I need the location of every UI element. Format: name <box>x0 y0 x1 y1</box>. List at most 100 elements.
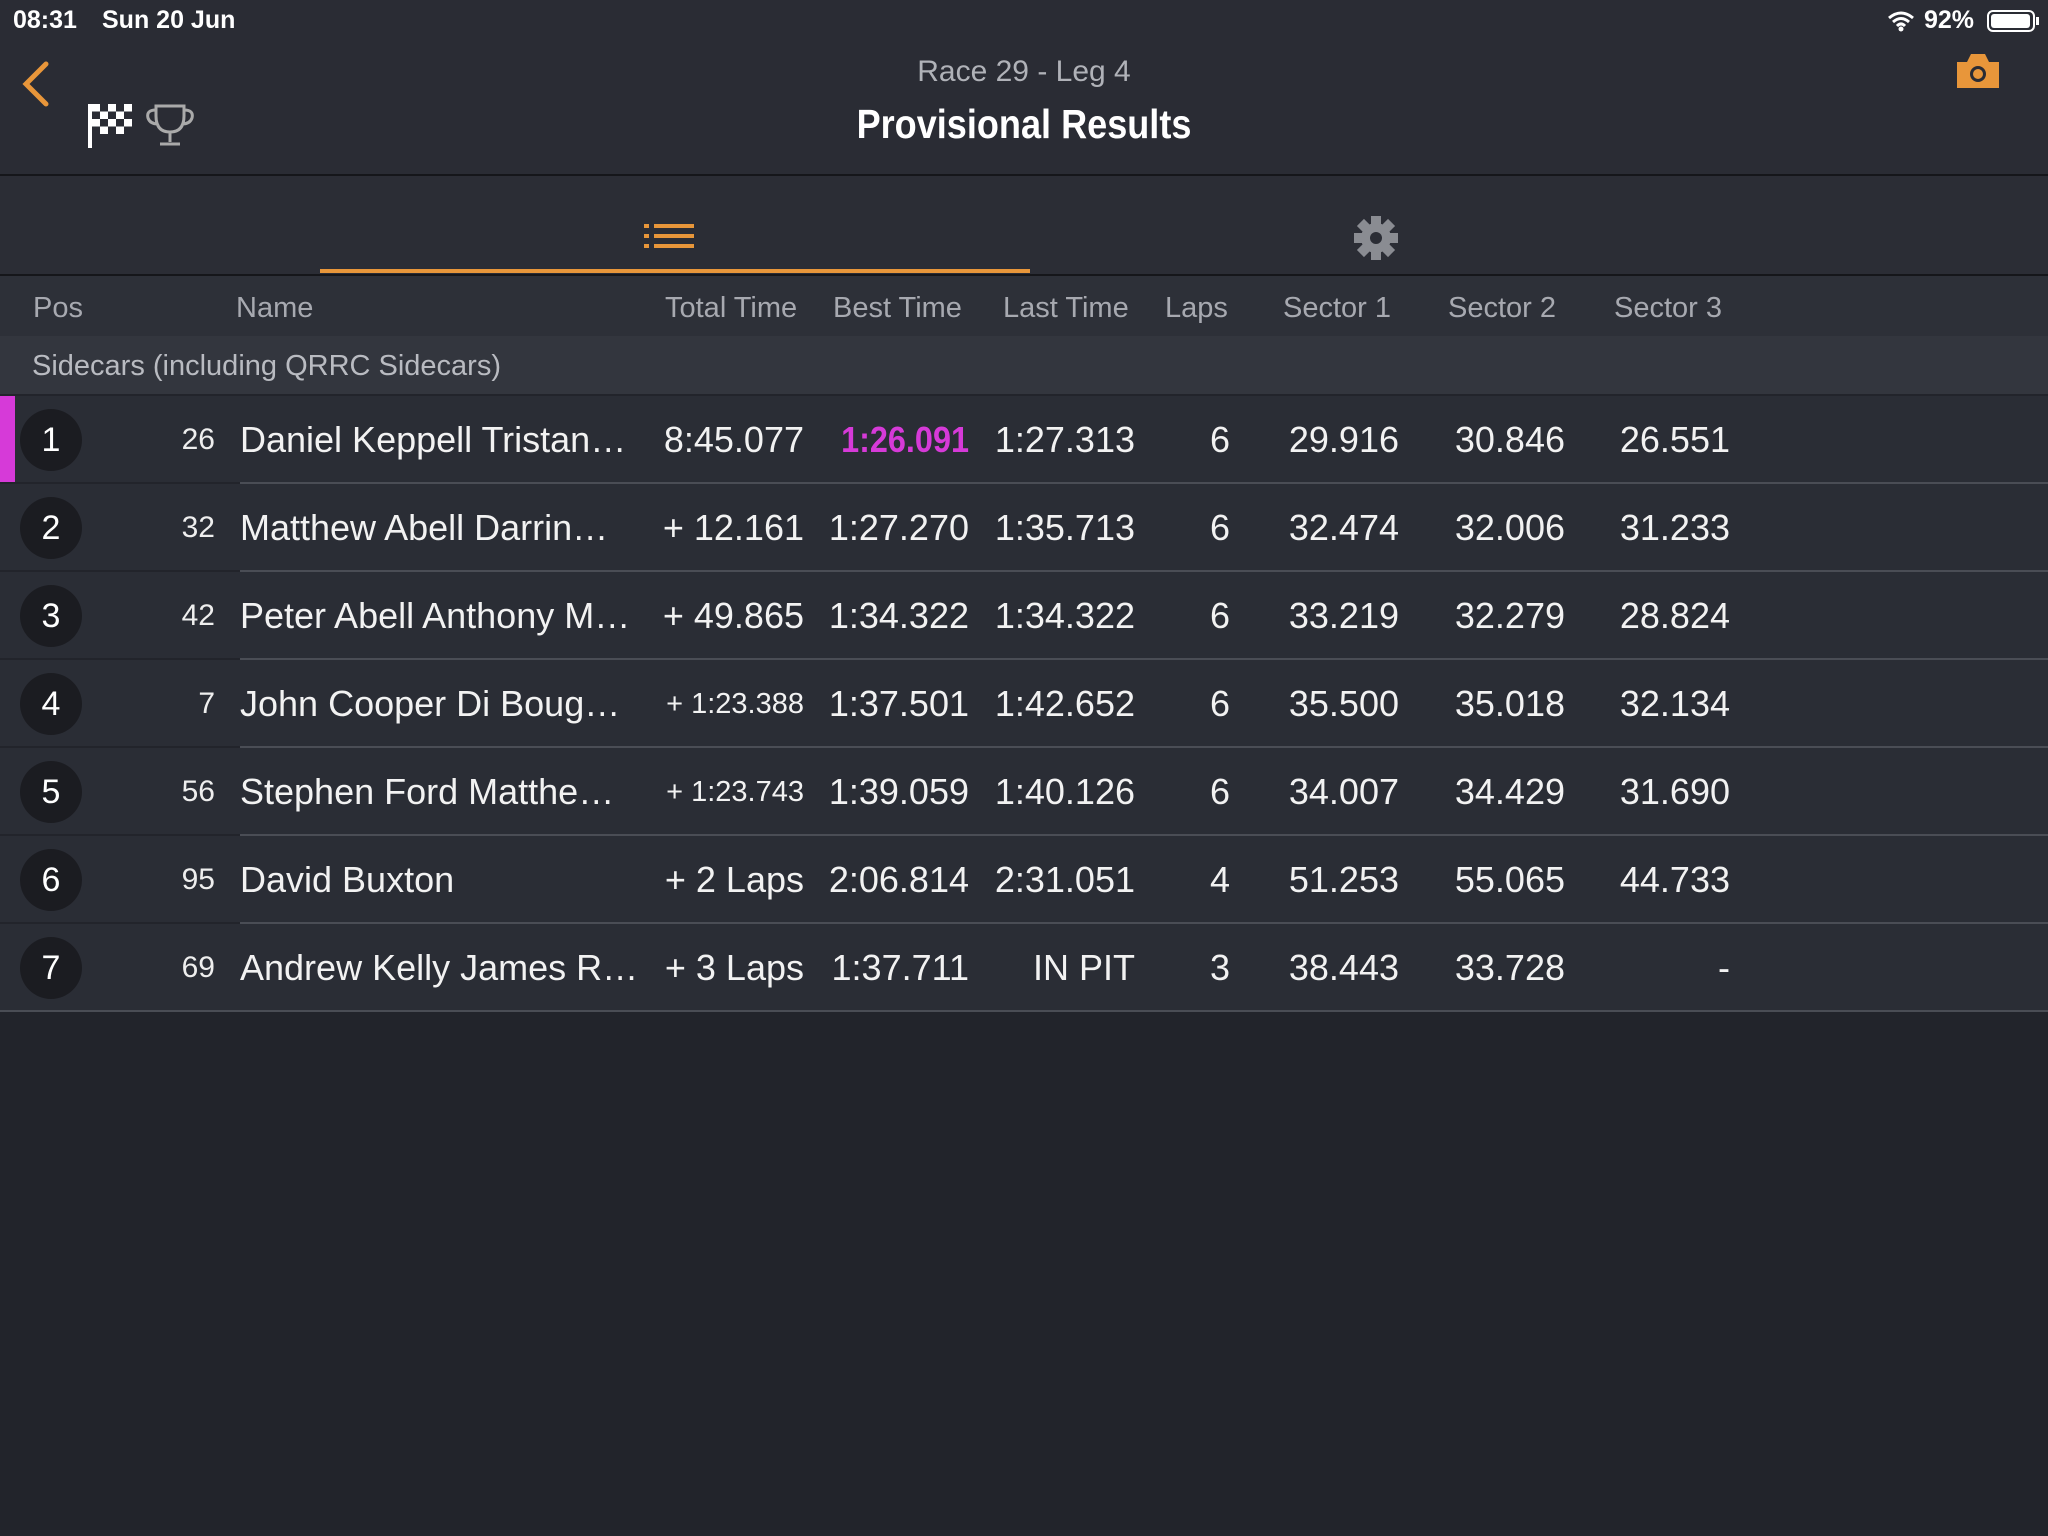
pos-badge: 5 <box>20 761 82 823</box>
cell: 2:31.051 <box>994 859 1135 900</box>
cell: 33.728 <box>1454 947 1565 988</box>
race-number: 95 <box>181 863 215 896</box>
nav-icons[interactable] <box>20 60 200 152</box>
subtitle: Race 29 - Leg 4 <box>917 55 1131 88</box>
column-label: Total Time <box>665 292 798 324</box>
cell: + 3 Laps <box>664 947 804 988</box>
race-number: 69 <box>181 951 215 984</box>
row-divider <box>240 482 2048 484</box>
pos-badge: 3 <box>20 585 82 647</box>
cell: 6 <box>1209 419 1231 460</box>
pos-badge: 7 <box>20 937 82 999</box>
cell: 1:34.322 <box>828 595 969 636</box>
cell: 1:26.091 <box>841 419 969 460</box>
result-row[interactable] <box>0 836 2048 922</box>
cell: + 2 Laps <box>664 859 804 900</box>
race-number: 7 <box>198 687 215 720</box>
column-label: Sector 3 <box>1614 292 1722 324</box>
settings-tab[interactable] <box>1352 214 1400 262</box>
cell: 3 <box>1209 947 1231 988</box>
row-divider <box>240 746 2048 748</box>
cell: 28.824 <box>1619 595 1730 636</box>
cell: 55.065 <box>1454 859 1565 900</box>
row-divider <box>240 922 2048 924</box>
cell: 33.219 <box>1288 595 1399 636</box>
cell: 38.443 <box>1288 947 1399 988</box>
column-header <box>0 276 2048 336</box>
cell: 35.018 <box>1454 683 1565 724</box>
result-row[interactable] <box>0 572 2048 658</box>
pos-badge: 4 <box>20 673 82 735</box>
result-row[interactable] <box>0 396 2048 482</box>
cell: 26.551 <box>1619 419 1730 460</box>
cell: - <box>1718 947 1730 988</box>
cell: 1:34.322 <box>994 595 1135 636</box>
race-number: 32 <box>181 511 215 544</box>
status-date: Sun 20 Jun <box>102 6 236 34</box>
battery-pct: 92% <box>1924 6 1975 34</box>
cell: + 12.161 <box>662 507 804 548</box>
cell: 1:37.711 <box>831 947 969 988</box>
race-number: 42 <box>181 599 215 632</box>
column-label: Name <box>236 292 314 324</box>
column-label: Last Time <box>1003 292 1129 324</box>
cell: 6 <box>1209 771 1231 812</box>
cell: 1:42.652 <box>994 683 1135 724</box>
row-divider <box>240 570 2048 572</box>
tab-bar <box>0 176 2048 276</box>
cell: 1:37.501 <box>828 683 969 724</box>
cell: + 1:23.388 <box>666 687 804 720</box>
result-row[interactable] <box>0 484 2048 570</box>
cell: 6 <box>1209 595 1231 636</box>
cell: IN PIT <box>1032 947 1135 988</box>
column-label: Best Time <box>833 292 962 324</box>
cell: 1:35.713 <box>994 507 1135 548</box>
cell: 1:27.270 <box>828 507 969 548</box>
cell: 4 <box>1209 859 1231 900</box>
cell: 6 <box>1209 683 1231 724</box>
cell: 1:40.126 <box>994 771 1135 812</box>
rider-name: Stephen Ford Matthe… <box>240 771 615 812</box>
column-label: Pos <box>33 292 83 324</box>
result-row[interactable] <box>0 660 2048 746</box>
cell: 31.233 <box>1619 507 1730 548</box>
cell: 34.007 <box>1288 771 1399 812</box>
rider-name: Daniel Keppell Tristan… <box>240 419 627 460</box>
rider-name: David Buxton <box>240 859 455 900</box>
cell: 34.429 <box>1454 771 1565 812</box>
cell: 29.916 <box>1288 419 1399 460</box>
row-divider <box>0 1010 2048 1012</box>
camera-icon[interactable] <box>1955 52 2001 90</box>
cell: 32.474 <box>1288 507 1399 548</box>
cell: 1:27.313 <box>994 419 1135 460</box>
rider-name: Andrew Kelly James R… <box>240 947 639 988</box>
status-time: 08:31 <box>13 6 77 34</box>
result-row[interactable] <box>0 748 2048 834</box>
cell: 2:06.814 <box>828 859 969 900</box>
cell: + 49.865 <box>662 595 804 636</box>
tab-underline <box>320 269 1030 273</box>
leader-bar <box>0 396 15 482</box>
cell: 8:45.077 <box>663 419 804 460</box>
cell: 32.279 <box>1454 595 1565 636</box>
cell: 32.006 <box>1454 507 1565 548</box>
title: Provisional Results <box>856 101 1192 147</box>
race-number: 56 <box>181 775 215 808</box>
result-row[interactable] <box>0 924 2048 1010</box>
race-number: 26 <box>181 423 215 456</box>
list-tab[interactable] <box>644 222 696 252</box>
cell: 35.500 <box>1288 683 1399 724</box>
status-icons <box>1888 10 2039 32</box>
pos-badge: 1 <box>20 409 82 471</box>
cell: 30.846 <box>1454 419 1565 460</box>
cell: 31.690 <box>1619 771 1730 812</box>
row-divider <box>240 834 2048 836</box>
cell: 44.733 <box>1619 859 1730 900</box>
cell: + 1:23.743 <box>666 775 804 808</box>
group-row <box>0 336 2048 394</box>
pos-badge: 6 <box>20 849 82 911</box>
column-label: Sector 1 <box>1283 292 1391 324</box>
cell: 51.253 <box>1288 859 1399 900</box>
column-label: Sector 2 <box>1448 292 1556 324</box>
rider-name: Peter Abell Anthony M… <box>240 595 631 636</box>
